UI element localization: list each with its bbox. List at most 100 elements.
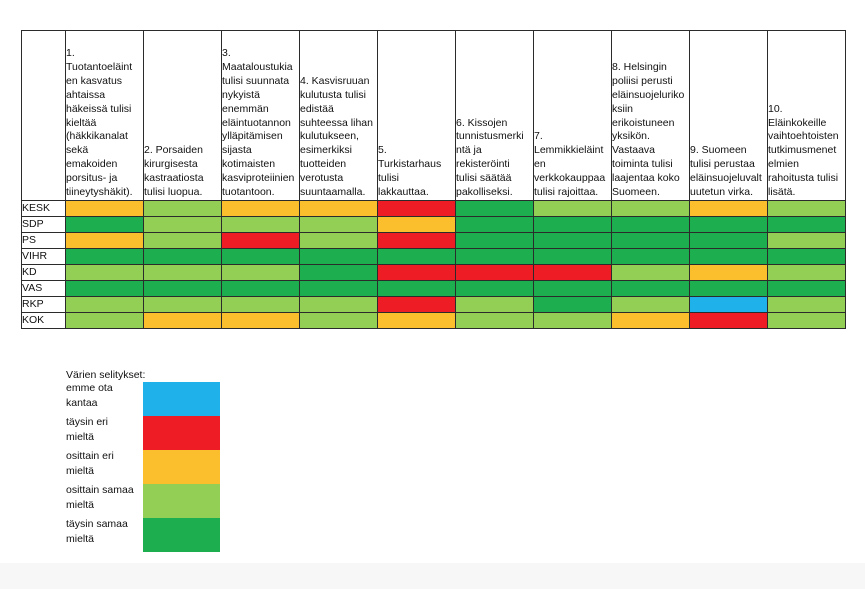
legend-items: emme ota kantaa täysin eri mieltä osittain… <box>66 382 266 552</box>
answer-cell <box>533 296 612 313</box>
table-row: RKP <box>21 296 846 313</box>
answer-cell <box>767 312 846 329</box>
answer-cell <box>377 312 456 329</box>
answer-cell <box>767 248 846 265</box>
legend-title: Värien selitykset: <box>66 369 146 381</box>
table-row: KESK <box>21 200 846 217</box>
answer-cell <box>533 232 612 249</box>
answer-cell <box>143 296 222 313</box>
answer-cell <box>143 216 222 233</box>
answer-cell <box>65 280 144 297</box>
answer-cell <box>299 216 378 233</box>
answer-cell <box>767 280 846 297</box>
answer-cell <box>611 232 690 249</box>
answer-cell <box>377 216 456 233</box>
answer-cell <box>143 200 222 217</box>
answer-cell <box>689 200 768 217</box>
answer-cell <box>767 296 846 313</box>
table-row: VIHR <box>21 248 846 265</box>
legend-label: osittain eri mieltä <box>66 450 114 477</box>
answer-cell <box>455 232 534 249</box>
answer-cell <box>455 312 534 329</box>
legend-swatch <box>143 484 220 518</box>
answer-cell <box>455 200 534 217</box>
answer-cell <box>533 312 612 329</box>
table-row: KOK <box>21 312 846 329</box>
question-header-10: 10. Eläinkokeille vaihtoehtoisten tutkim… <box>767 30 846 201</box>
answer-cell <box>221 200 300 217</box>
table-row: SDP <box>21 216 846 233</box>
question-header-8: 8. Helsingin poliisi perusti eläinsuojel… <box>611 30 690 201</box>
answer-cell <box>65 200 144 217</box>
answer-cell <box>65 216 144 233</box>
answer-cell <box>767 216 846 233</box>
answer-cell <box>533 200 612 217</box>
question-header-4: 4. Kasvisruuan kulutusta tulisi edistää … <box>299 30 378 201</box>
answer-cell <box>533 248 612 265</box>
answer-cell <box>299 312 378 329</box>
question-header-2: 2. Porsaiden kirurgisesta kastraatiosta … <box>143 30 222 201</box>
footer-bar <box>0 563 865 589</box>
answer-cell <box>65 296 144 313</box>
header-row: 1. Tuotantoeläint en kasvatus ahtaissa h… <box>21 30 846 201</box>
answer-cell <box>689 264 768 281</box>
answer-cell <box>299 248 378 265</box>
answer-cell <box>377 264 456 281</box>
legend-item: osittain eri mieltä <box>66 450 266 484</box>
answer-cell <box>767 232 846 249</box>
answer-cell <box>533 280 612 297</box>
party-label: KOK <box>21 312 66 329</box>
answer-cell <box>689 216 768 233</box>
answer-cell <box>221 296 300 313</box>
answer-cell <box>455 264 534 281</box>
answer-cell <box>221 232 300 249</box>
answer-cell <box>611 216 690 233</box>
legend-item: täysin samaa mieltä <box>66 518 266 552</box>
answer-cell <box>455 248 534 265</box>
legend-swatch <box>143 518 220 552</box>
answer-cell <box>377 296 456 313</box>
question-header-9: 9. Suomeen tulisi perustaa eläinsuojeluv… <box>689 30 768 201</box>
answer-cell <box>143 232 222 249</box>
table-row: VAS <box>21 280 846 297</box>
answer-cell <box>611 280 690 297</box>
question-header-7: 7. Lemmikkieläint en verkkokauppaa tulis… <box>533 30 612 201</box>
party-label: PS <box>21 232 66 249</box>
answer-cell <box>299 200 378 217</box>
answer-cell <box>689 296 768 313</box>
party-label: KESK <box>21 200 66 217</box>
answer-cell <box>689 248 768 265</box>
answer-cell <box>689 280 768 297</box>
answer-cell <box>767 264 846 281</box>
answer-cell <box>377 248 456 265</box>
legend-label: täysin eri mieltä <box>66 416 109 443</box>
color-legend: Värien selitykset: emme ota kantaa täysin… <box>66 368 266 552</box>
answer-cell <box>143 248 222 265</box>
question-header-1: 1. Tuotantoeläint en kasvatus ahtaissa h… <box>65 30 144 201</box>
answers-table: 1. Tuotantoeläint en kasvatus ahtaissa h… <box>21 30 846 329</box>
answer-cell <box>377 232 456 249</box>
answer-cell <box>221 280 300 297</box>
answer-cell <box>377 280 456 297</box>
answer-cell <box>611 264 690 281</box>
answer-cell <box>455 280 534 297</box>
table-row: PS <box>21 232 846 249</box>
answer-cell <box>611 200 690 217</box>
answer-cell <box>611 312 690 329</box>
legend-label: täysin samaa mieltä <box>66 518 128 545</box>
answer-cell <box>533 264 612 281</box>
answer-cell <box>65 248 144 265</box>
answer-cell <box>455 216 534 233</box>
answer-cell <box>65 232 144 249</box>
legend-label: osittain samaa mieltä <box>66 484 134 511</box>
question-header-5: 5. Turkistarhaus tulisi lakkauttaa. <box>377 30 456 201</box>
party-label: SDP <box>21 216 66 233</box>
answer-cell <box>65 264 144 281</box>
answer-cell <box>689 232 768 249</box>
answer-cell <box>221 216 300 233</box>
answer-cell <box>767 200 846 217</box>
corner-cell <box>21 30 66 201</box>
table-row: KD <box>21 264 846 281</box>
answer-cell <box>65 312 144 329</box>
legend-swatch <box>143 416 220 450</box>
